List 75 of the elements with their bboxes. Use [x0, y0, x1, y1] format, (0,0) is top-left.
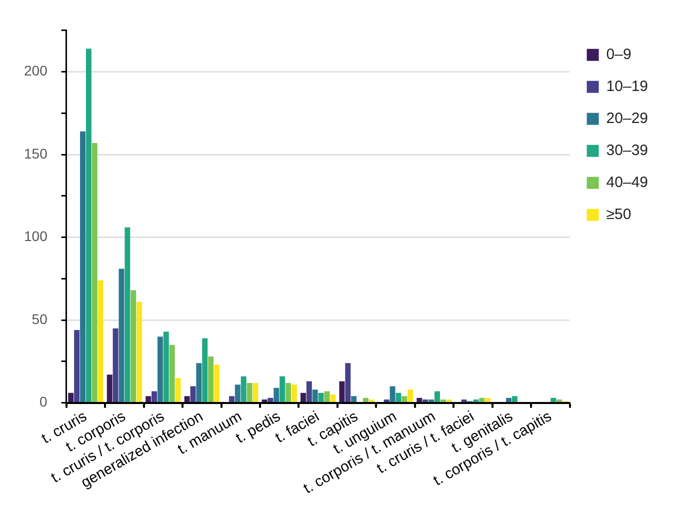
bar	[240, 376, 246, 402]
y-tick-label: 100	[24, 228, 48, 244]
bar	[306, 381, 312, 402]
bar	[208, 356, 214, 402]
bar	[473, 399, 479, 402]
y-tick-label: 200	[24, 62, 48, 79]
bar	[130, 290, 136, 402]
bar	[362, 398, 368, 402]
bar	[106, 374, 112, 402]
bar	[300, 392, 306, 402]
bar	[556, 399, 562, 402]
bar	[112, 328, 118, 402]
bar	[324, 391, 330, 402]
bar	[428, 399, 434, 402]
bar	[175, 378, 181, 402]
bar	[422, 399, 428, 402]
y-tick-label: 0	[40, 394, 48, 410]
y-tick-label: 150	[24, 145, 48, 162]
legend-label: ≥50	[606, 206, 632, 224]
bar	[98, 280, 104, 402]
bar	[196, 363, 202, 402]
bar	[368, 399, 374, 402]
bar	[351, 396, 357, 402]
bar	[152, 391, 157, 402]
bar	[286, 382, 291, 402]
bar	[280, 376, 286, 402]
legend-label: 10–19	[606, 78, 648, 96]
bar	[390, 386, 396, 402]
legend-label: 30–39	[606, 142, 648, 160]
bar	[446, 399, 452, 402]
bar	[234, 384, 240, 402]
bar	[461, 399, 467, 402]
bar	[252, 382, 258, 402]
bar	[157, 336, 163, 402]
bar	[214, 364, 220, 402]
bar	[274, 388, 280, 402]
legend-label: 0–9	[606, 46, 632, 64]
bar	[312, 390, 318, 402]
bar	[124, 227, 130, 402]
bar	[268, 398, 274, 402]
bar	[479, 398, 485, 402]
bar	[512, 396, 518, 402]
legend-label: 40–49	[606, 174, 648, 192]
bar	[86, 48, 92, 402]
bar	[163, 332, 169, 402]
bar	[190, 386, 196, 402]
bar	[550, 398, 556, 402]
legend-label: 20–29	[606, 110, 648, 128]
bar	[440, 399, 446, 402]
bar	[384, 399, 390, 402]
y-tick-label: 50	[32, 310, 48, 327]
bar	[228, 396, 234, 402]
bar	[92, 142, 98, 402]
bar	[396, 392, 402, 402]
bar	[339, 381, 345, 402]
bar	[74, 330, 80, 402]
bar	[291, 384, 297, 402]
bar	[80, 131, 86, 402]
bar	[402, 396, 408, 402]
bar	[146, 396, 152, 402]
bar	[136, 302, 142, 402]
bar	[485, 398, 491, 402]
bar	[506, 398, 512, 402]
bar	[434, 391, 440, 402]
bar	[118, 268, 124, 402]
bar	[408, 390, 414, 402]
bar	[184, 396, 190, 402]
bar	[246, 382, 252, 402]
bar	[416, 398, 422, 402]
bar	[318, 392, 324, 402]
bar	[68, 392, 74, 402]
bar	[169, 344, 175, 402]
bar	[330, 394, 336, 402]
bar	[202, 338, 208, 402]
bar	[345, 363, 351, 402]
